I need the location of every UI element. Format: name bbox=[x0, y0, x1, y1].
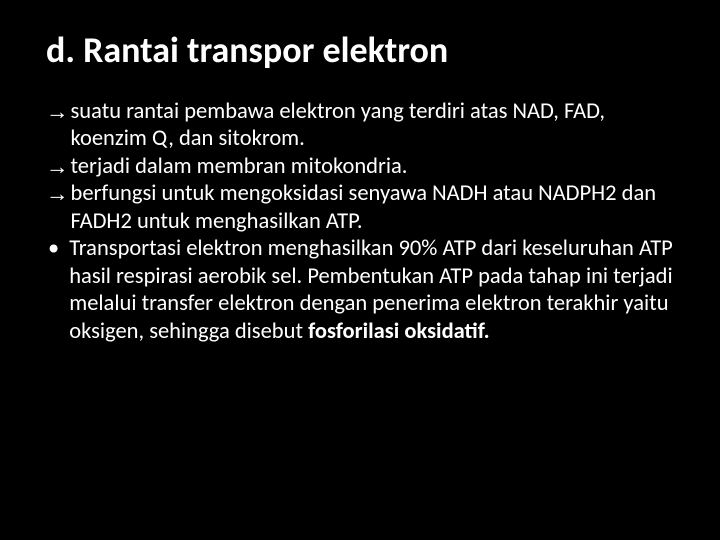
slide-title: d. Rantai transpor elektron bbox=[46, 28, 674, 72]
bullet-text: Transportasi elektron menghasilkan 90% A… bbox=[69, 235, 674, 345]
arrow-icon: → bbox=[46, 153, 69, 180]
bullet-item: → suatu rantai pembawa elektron yang ter… bbox=[46, 98, 674, 153]
bullet-text: suatu rantai pembawa elektron yang terdi… bbox=[71, 98, 675, 153]
bullet-text: berfungsi untuk mengoksidasi senyawa NAD… bbox=[71, 180, 675, 235]
arrow-icon: → bbox=[46, 180, 69, 207]
bullet-text-bold: fosforilasi oksidatif. bbox=[308, 318, 490, 345]
bullet-item: • Transportasi elektron menghasilkan 90%… bbox=[46, 235, 674, 345]
bullet-item: → terjadi dalam membran mitokondria. bbox=[46, 153, 674, 180]
bullet-text: terjadi dalam membran mitokondria. bbox=[71, 153, 675, 180]
slide-body: → suatu rantai pembawa elektron yang ter… bbox=[46, 98, 674, 345]
dot-icon: • bbox=[46, 235, 59, 262]
arrow-icon: → bbox=[46, 98, 69, 125]
bullet-item: → berfungsi untuk mengoksidasi senyawa N… bbox=[46, 180, 674, 235]
